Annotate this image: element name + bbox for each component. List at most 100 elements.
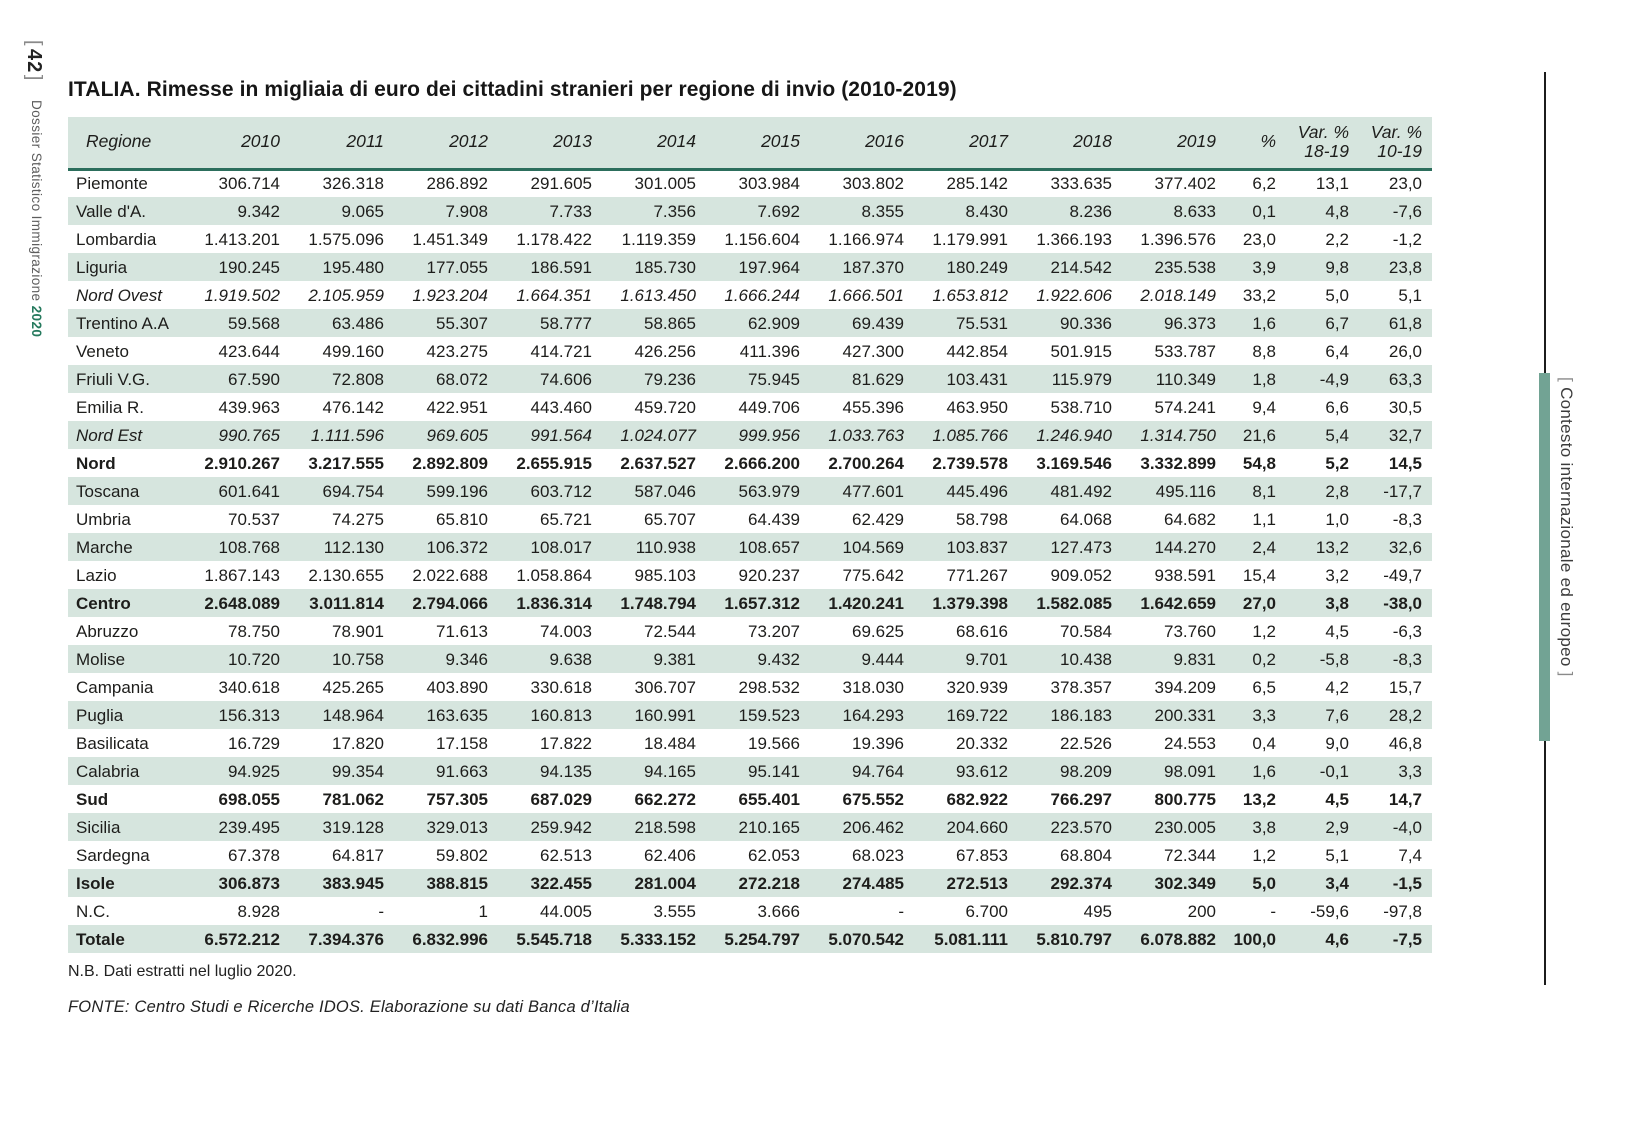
cell-y2019: 64.682 [1164, 509, 1216, 529]
cell-y2011: 2.105.959 [308, 285, 384, 305]
cell-y2018: 186.183 [1050, 705, 1112, 725]
region-label: Trentino A.A [76, 313, 169, 333]
cell-y2014: 18.484 [644, 733, 696, 753]
cell-pct: 3,3 [1252, 705, 1276, 725]
cell-y2013: 259.942 [530, 817, 592, 837]
cell-y2018: 223.570 [1050, 817, 1112, 837]
cell-y2016: 318.030 [842, 677, 904, 697]
cell-y2010: 190.245 [218, 257, 280, 277]
cell-pct: 13,2 [1242, 789, 1276, 809]
cell-y2016: 206.462 [842, 817, 904, 837]
cell-y2016: 19.396 [852, 733, 904, 753]
region-label: Sardegna [76, 845, 150, 865]
cell-y2017: 75.531 [956, 313, 1008, 333]
table-row-calabria: Calabria 94.925 99.354 91.663 94.135 94.165 95… [68, 757, 1432, 785]
cell-y2010: 306.714 [218, 174, 280, 194]
region-label: Molise [76, 649, 126, 669]
table-row-abruzzo: Abruzzo 78.750 78.901 71.613 74.003 72.544 73.… [68, 617, 1432, 645]
cell-var-10-19: 30,5 [1388, 397, 1422, 417]
cell-y2012: 65.810 [436, 509, 488, 529]
cell-var-18-19: -0,1 [1319, 761, 1349, 781]
cell-pct: 1,6 [1252, 761, 1276, 781]
cell-pct: 1,1 [1252, 509, 1276, 529]
column-header-y2011: 2011 [290, 117, 394, 171]
cell-y2017: 442.854 [946, 341, 1008, 361]
cell-y2011: 3.217.555 [308, 453, 384, 473]
cell-y2019: 533.787 [1154, 341, 1216, 361]
cell-y2010: 601.641 [218, 481, 280, 501]
cell-y2018: 333.635 [1050, 174, 1112, 194]
cell-y2016: 164.293 [842, 705, 904, 725]
cell-var-18-19: 4,5 [1325, 789, 1349, 809]
cell-var-10-19: 46,8 [1388, 733, 1422, 753]
cell-y2013: 9.638 [549, 649, 592, 669]
cell-var-18-19: 3,2 [1325, 565, 1349, 585]
note-nb: N.B. Dati estratti nel luglio 2020. [68, 963, 297, 980]
column-header-y2016: 2016 [810, 117, 914, 171]
cell-y2016: 62.429 [852, 509, 904, 529]
cell-y2018: 481.492 [1050, 481, 1112, 501]
cell-y2019: 230.005 [1154, 817, 1216, 837]
cell-var-18-19: 2,2 [1325, 229, 1349, 249]
cell-var-10-19: 32,6 [1388, 537, 1422, 557]
cell-var-10-19: -1,2 [1392, 229, 1422, 249]
cell-var-18-19: -4,9 [1319, 369, 1349, 389]
table-row-trentino-a-a: Trentino A.A 59.568 63.486 55.307 58.777 58.8… [68, 309, 1432, 337]
cell-y2019: 1.396.576 [1140, 229, 1216, 249]
cell-y2012: 59.802 [436, 845, 488, 865]
cell-y2013: 58.777 [540, 313, 592, 333]
cell-y2019: 8.633 [1173, 201, 1216, 221]
main-content: ITALIA. Rimesse in migliaia di euro dei … [68, 78, 1432, 1017]
cell-y2013: 443.460 [530, 397, 592, 417]
region-label: Veneto [76, 341, 129, 361]
cell-y2016: 303.802 [842, 174, 904, 194]
cell-y2011: 9.065 [341, 201, 384, 221]
cell-var-10-19: 32,7 [1388, 425, 1422, 445]
column-header-var-18-19: Var. % 18-19 [1286, 117, 1359, 171]
cell-y2013: 2.655.915 [516, 453, 592, 473]
table-row-sicilia: Sicilia 239.495 319.128 329.013 259.942 218.5… [68, 813, 1432, 841]
cell-y2019: 1.314.750 [1140, 425, 1216, 445]
cell-y2014: 459.720 [634, 397, 696, 417]
cell-y2014: 2.637.527 [620, 453, 696, 473]
cell-y2019: 394.209 [1154, 677, 1216, 697]
cell-y2018: 766.297 [1050, 789, 1112, 809]
cell-y2012: 388.815 [426, 873, 488, 893]
cell-y2019: 200 [1187, 901, 1216, 921]
cell-y2015: 62.053 [748, 845, 800, 865]
column-header-y2014: 2014 [602, 117, 706, 171]
cell-y2015: 999.956 [738, 425, 800, 445]
cell-y2019: 938.591 [1154, 565, 1216, 585]
cell-y2010: 2.648.089 [204, 593, 280, 613]
cell-var-18-19: 2,8 [1325, 481, 1349, 501]
region-label: Sicilia [76, 817, 121, 837]
cell-y2015: 64.439 [748, 509, 800, 529]
table-row-campania: Campania 340.618 425.265 403.890 330.618 306.… [68, 673, 1432, 701]
cell-var-18-19: 1,0 [1325, 509, 1349, 529]
cell-var-18-19: 4,8 [1325, 201, 1349, 221]
cell-y2018: 378.357 [1050, 677, 1112, 697]
cell-y2019: 144.270 [1154, 537, 1216, 557]
cell-y2015: 75.945 [748, 369, 800, 389]
cell-y2014: 5.333.152 [620, 929, 696, 949]
cell-y2011: 63.486 [332, 313, 384, 333]
cell-y2016: 427.300 [842, 341, 904, 361]
cell-y2018: 10.438 [1060, 649, 1112, 669]
cell-pct: 33,2 [1242, 285, 1276, 305]
table-notes: N.B. Dati estratti nel luglio 2020. FONT… [68, 963, 1432, 1017]
cell-y2012: 91.663 [436, 761, 488, 781]
cell-y2017: 1.085.766 [932, 425, 1008, 445]
table-row-toscana: Toscana 601.641 694.754 599.196 603.712 587.0… [68, 477, 1432, 505]
cell-y2010: 439.963 [218, 397, 280, 417]
column-header-var-10-19: Var. % 10-19 [1359, 117, 1432, 171]
cell-y2014: 160.991 [634, 705, 696, 725]
cell-y2015: 563.979 [738, 481, 800, 501]
cell-y2011: 99.354 [332, 761, 384, 781]
cell-var-18-19: 4,6 [1325, 929, 1349, 949]
cell-y2014: 1.024.077 [620, 425, 696, 445]
cell-y2017: 1.653.812 [932, 285, 1008, 305]
cell-var-10-19: 14,5 [1388, 453, 1422, 473]
cell-y2013: 65.721 [540, 509, 592, 529]
region-label: Nord Est [76, 425, 143, 445]
cell-pct: 100,0 [1233, 929, 1276, 949]
